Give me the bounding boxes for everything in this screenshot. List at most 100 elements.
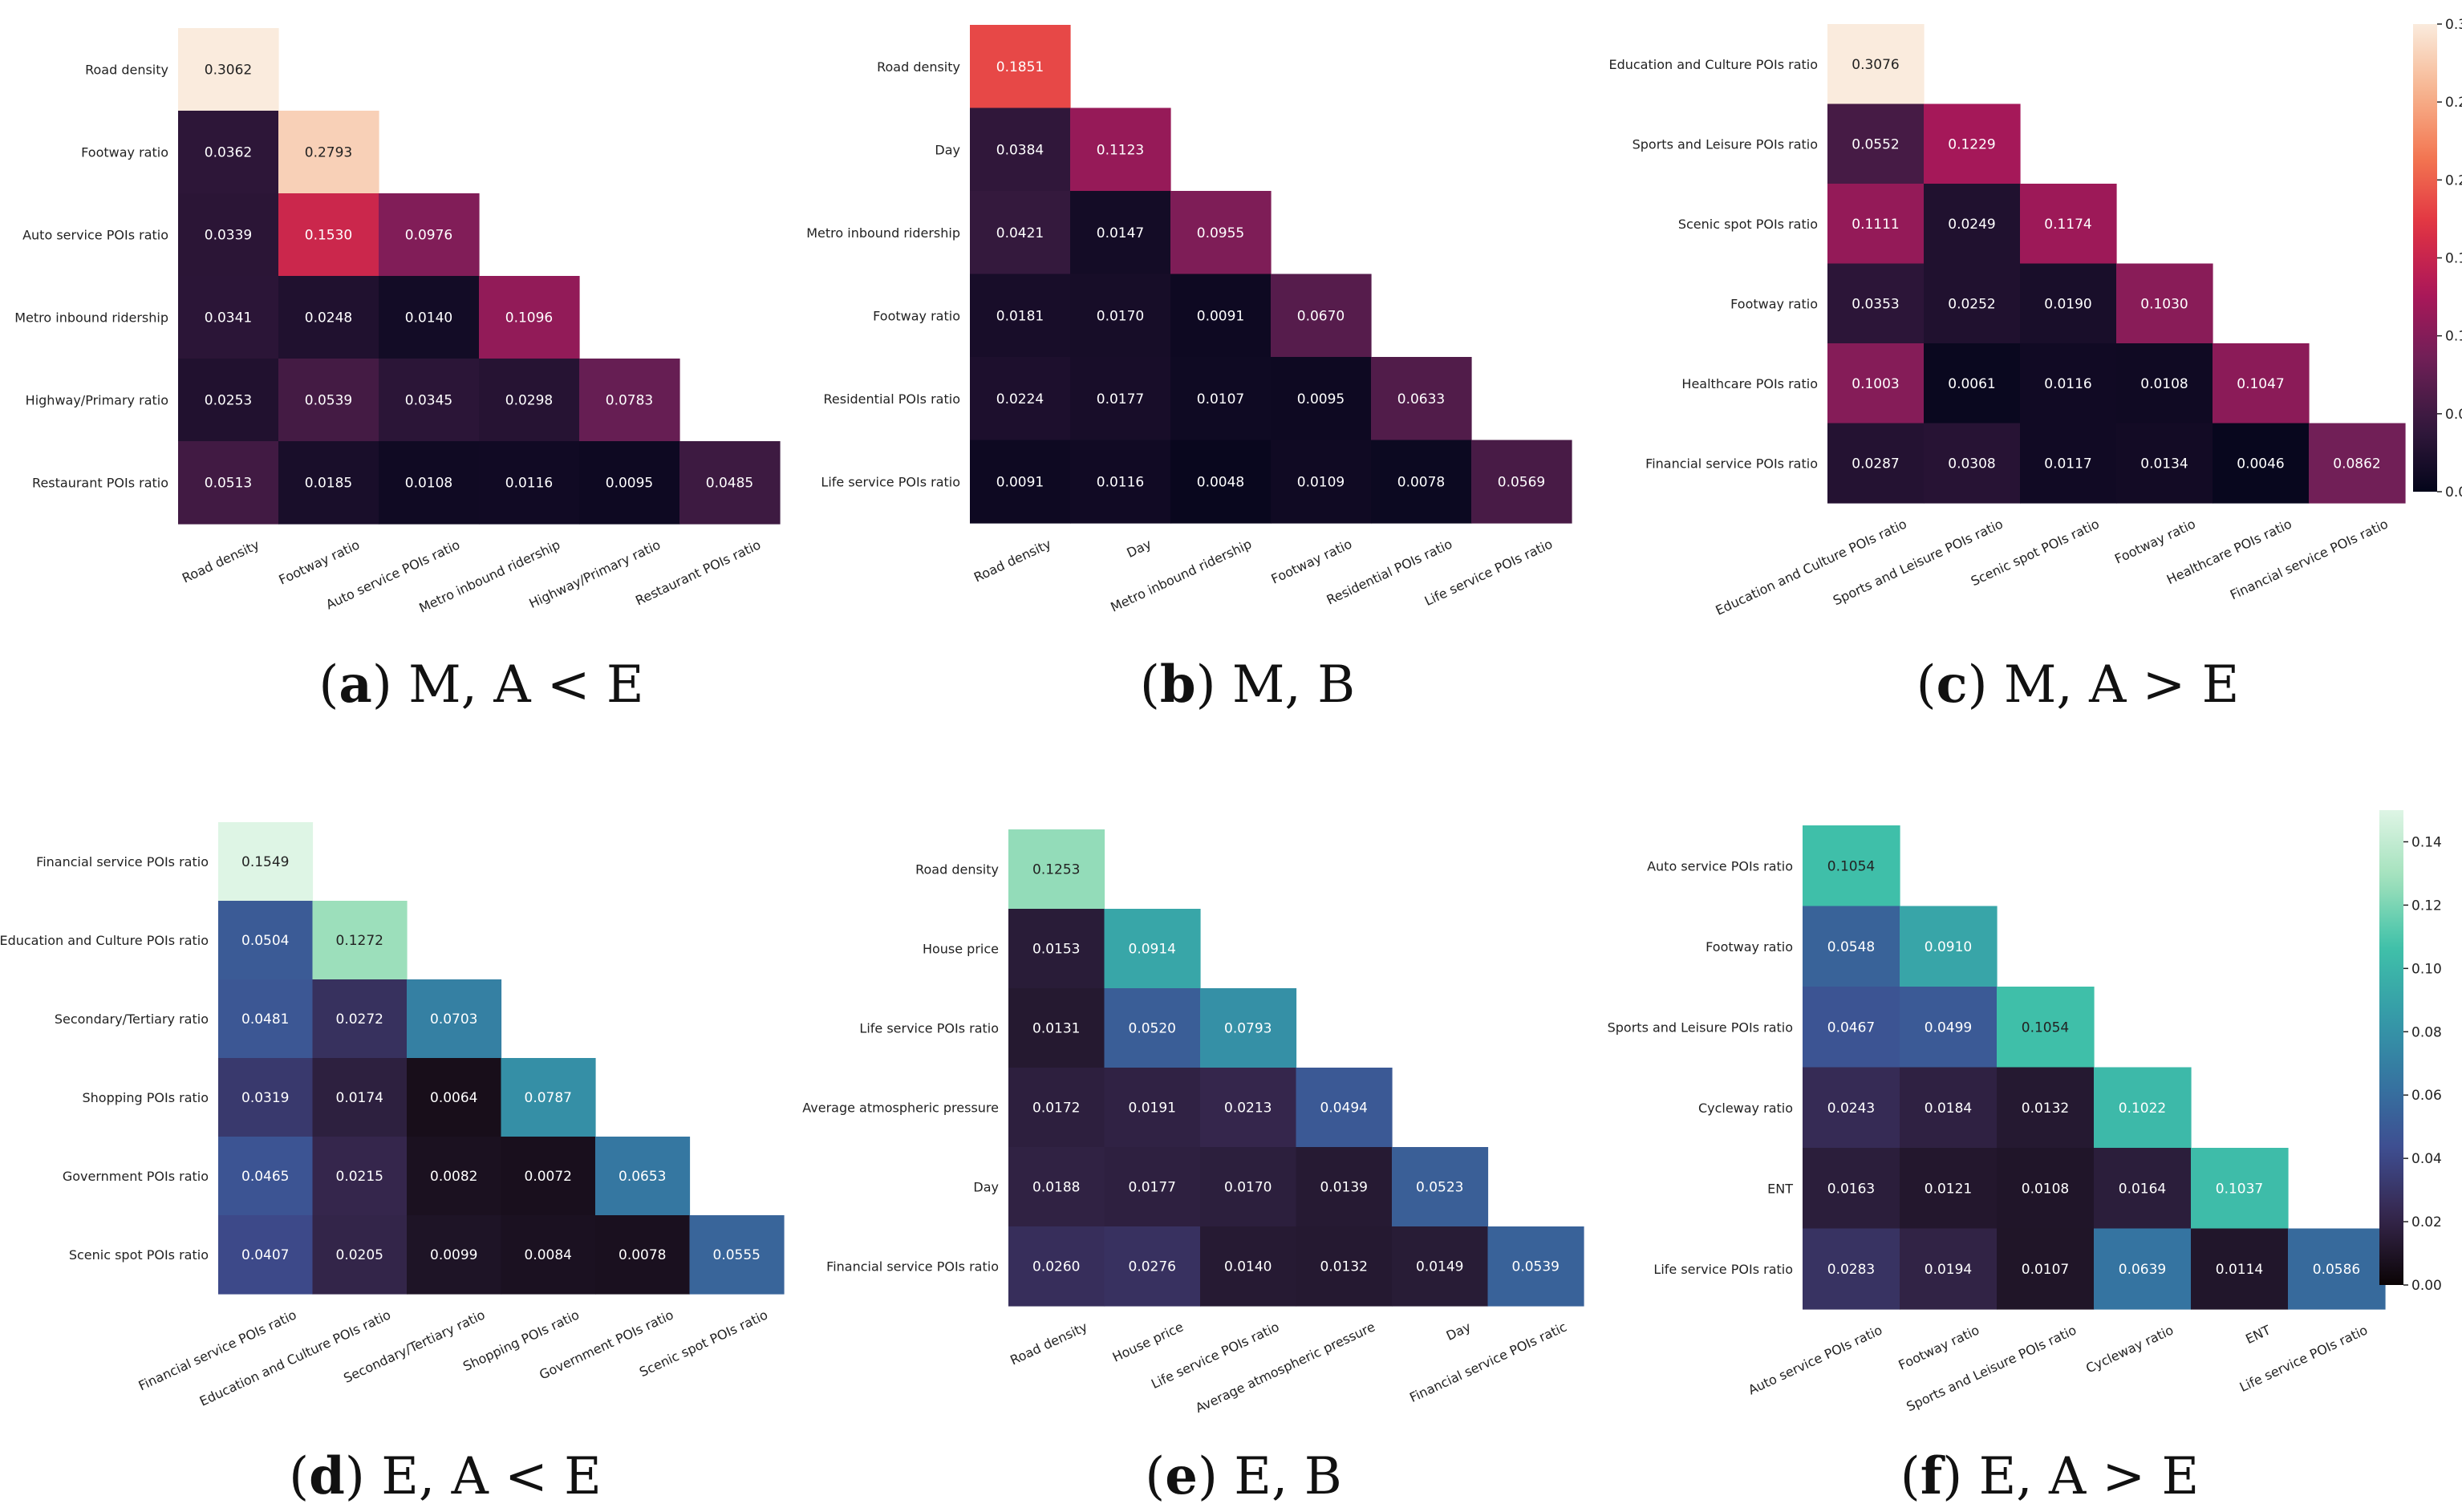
cell-value-label: 0.0091 xyxy=(996,474,1044,490)
heatmap-cell xyxy=(2020,423,2117,504)
cell-value-label: 0.2793 xyxy=(305,145,352,161)
panel-e: 0.1253 Road density 0.0153 0.0914 House pric… xyxy=(802,829,1584,1506)
cell-value-label: 0.0308 xyxy=(1948,456,1995,472)
row-tick-label: Footway ratio xyxy=(873,308,960,323)
column-tick-label: Day xyxy=(1444,1319,1474,1344)
column-tick-label: ENT xyxy=(2243,1322,2273,1347)
column-tick-label: Financial service POIs ratic xyxy=(1407,1319,1569,1405)
cell-value-label: 0.0555 xyxy=(713,1247,761,1263)
panel-caption: (d) E, A < E xyxy=(289,1446,602,1506)
cell-value-label: 0.0586 xyxy=(2313,1262,2360,1278)
heatmap-cell xyxy=(1170,274,1272,358)
heatmap-cell xyxy=(2020,263,2117,344)
heatmap-cell xyxy=(1008,909,1105,989)
cell-value-label: 0.0177 xyxy=(1097,391,1144,407)
cell-value-label: 0.1111 xyxy=(1852,217,1899,233)
cell-value-label: 0.0078 xyxy=(619,1247,666,1263)
colorbar-tick-label: 0.25 xyxy=(2445,95,2462,111)
cell-value-label: 0.0184 xyxy=(1925,1101,1972,1117)
heatmap-cell xyxy=(1170,191,1272,275)
heatmap-cell xyxy=(479,441,580,525)
heatmap-cell xyxy=(679,441,781,525)
row-tick-label: Life service POIs ratio xyxy=(821,474,960,489)
row-tick-label: Shopping POIs ratio xyxy=(83,1090,209,1105)
cell-value-label: 0.1229 xyxy=(1948,136,1995,152)
cell-value-label: 0.0494 xyxy=(1320,1101,1368,1117)
cell-value-label: 0.1003 xyxy=(1852,376,1899,392)
heatmap-cell xyxy=(178,111,279,194)
row-tick-label: Secondary/Tertiary ratio xyxy=(55,1011,209,1027)
heatmap-cell xyxy=(1200,1068,1297,1148)
cell-value-label: 0.0287 xyxy=(1852,456,1899,472)
cell-value-label: 0.0224 xyxy=(996,391,1044,407)
column-tick-label: Road density xyxy=(971,536,1053,585)
heatmap-cell xyxy=(278,441,379,525)
heatmap-cell xyxy=(178,441,279,525)
row-tick-label: Financial service POIs ratio xyxy=(36,854,209,870)
colorbar-tick-label: 0.30 xyxy=(2445,17,2462,33)
heatmap-cell xyxy=(2116,423,2213,504)
cell-value-label: 0.0485 xyxy=(706,476,753,492)
heatmap-cell xyxy=(2191,1148,2289,1230)
row-tick-label: Footway ratio xyxy=(1730,296,1818,311)
row-tick-label: Healthcare POIs ratio xyxy=(1681,376,1818,391)
heatmap-cell xyxy=(407,1215,502,1295)
heatmap-cell xyxy=(1487,1226,1584,1307)
heatmap-cell xyxy=(178,276,279,359)
cell-value-label: 0.0548 xyxy=(1827,939,1875,955)
cell-value-label: 0.0213 xyxy=(1224,1101,1272,1117)
colorbar-tick-label: 0.08 xyxy=(2411,1024,2442,1040)
heatmap-cell xyxy=(1296,1147,1393,1227)
row-tick-label: Restaurant POIs ratio xyxy=(32,476,168,491)
cell-value-label: 0.0787 xyxy=(525,1090,572,1106)
row-tick-label: Cycleway ratio xyxy=(1698,1101,1793,1116)
cell-value-label: 0.0639 xyxy=(2119,1262,2166,1278)
heatmap-cell xyxy=(1900,987,1998,1068)
cell-value-label: 0.0046 xyxy=(2237,456,2284,472)
cell-value-label: 0.0345 xyxy=(405,393,452,409)
row-tick-label: Education and Culture POIs ratio xyxy=(0,933,209,948)
cell-value-label: 0.1530 xyxy=(305,228,352,244)
cell-value-label: 0.1123 xyxy=(1097,142,1144,158)
cell-value-label: 0.1272 xyxy=(336,933,383,949)
cell-value-label: 0.0190 xyxy=(2044,296,2091,312)
row-tick-label: Life service POIs ratio xyxy=(859,1021,999,1036)
column-tick-label: Footway ratio xyxy=(2112,516,2198,566)
cell-value-label: 0.0252 xyxy=(1948,296,1995,312)
heatmap-cell xyxy=(970,25,1071,109)
cell-value-label: 0.0108 xyxy=(405,476,452,492)
cell-value-label: 0.0116 xyxy=(1097,474,1144,490)
heatmap-cell xyxy=(407,1058,502,1137)
cell-value-label: 0.0976 xyxy=(405,228,452,244)
heatmap-cell xyxy=(1008,829,1105,910)
row-tick-label: Auto service POIs ratio xyxy=(1647,858,1793,874)
panel-caption: (a) M, A < E xyxy=(318,655,643,715)
cell-value-label: 0.0153 xyxy=(1032,942,1080,958)
heatmap-cell xyxy=(1924,343,2021,424)
panel-b: 0.1851 Road density 0.0384 0.1123 Day 0.0421 0… xyxy=(806,25,1572,715)
column-tick-label: Road density xyxy=(180,537,262,586)
panel-c: 0.3076 Education and Culture POIs ratio 0.… xyxy=(1608,24,2406,715)
cell-value-label: 0.0539 xyxy=(305,393,352,409)
cell-value-label: 0.0114 xyxy=(2216,1262,2263,1278)
cell-value-label: 0.0539 xyxy=(1512,1259,1560,1275)
panel-caption: (f) E, A > E xyxy=(1900,1446,2199,1506)
row-tick-label: Auto service POIs ratio xyxy=(22,228,168,243)
cell-value-label: 0.0108 xyxy=(2022,1181,2069,1197)
heatmap-cell xyxy=(1200,1147,1297,1227)
heatmap-cell xyxy=(278,193,379,277)
heatmap-cell xyxy=(501,1215,596,1295)
heatmap-cell xyxy=(2116,263,2213,344)
cell-value-label: 0.0177 xyxy=(1129,1180,1176,1196)
row-tick-label: Footway ratio xyxy=(1706,939,1793,955)
cell-value-label: 0.3076 xyxy=(1852,57,1899,73)
cell-value-label: 0.1054 xyxy=(1827,858,1875,874)
heatmap-cell xyxy=(1104,1068,1201,1148)
colorbar-tick-label: 0.04 xyxy=(2411,1151,2442,1167)
heatmap-cell xyxy=(1900,1067,1998,1149)
cell-value-label: 0.0653 xyxy=(619,1169,666,1185)
row-tick-label: Road density xyxy=(877,59,960,75)
heatmap-cell xyxy=(479,276,580,359)
cell-value-label: 0.0513 xyxy=(205,476,252,492)
column-tick-label: Sports and Leisure POIs ratio xyxy=(1904,1322,2079,1414)
